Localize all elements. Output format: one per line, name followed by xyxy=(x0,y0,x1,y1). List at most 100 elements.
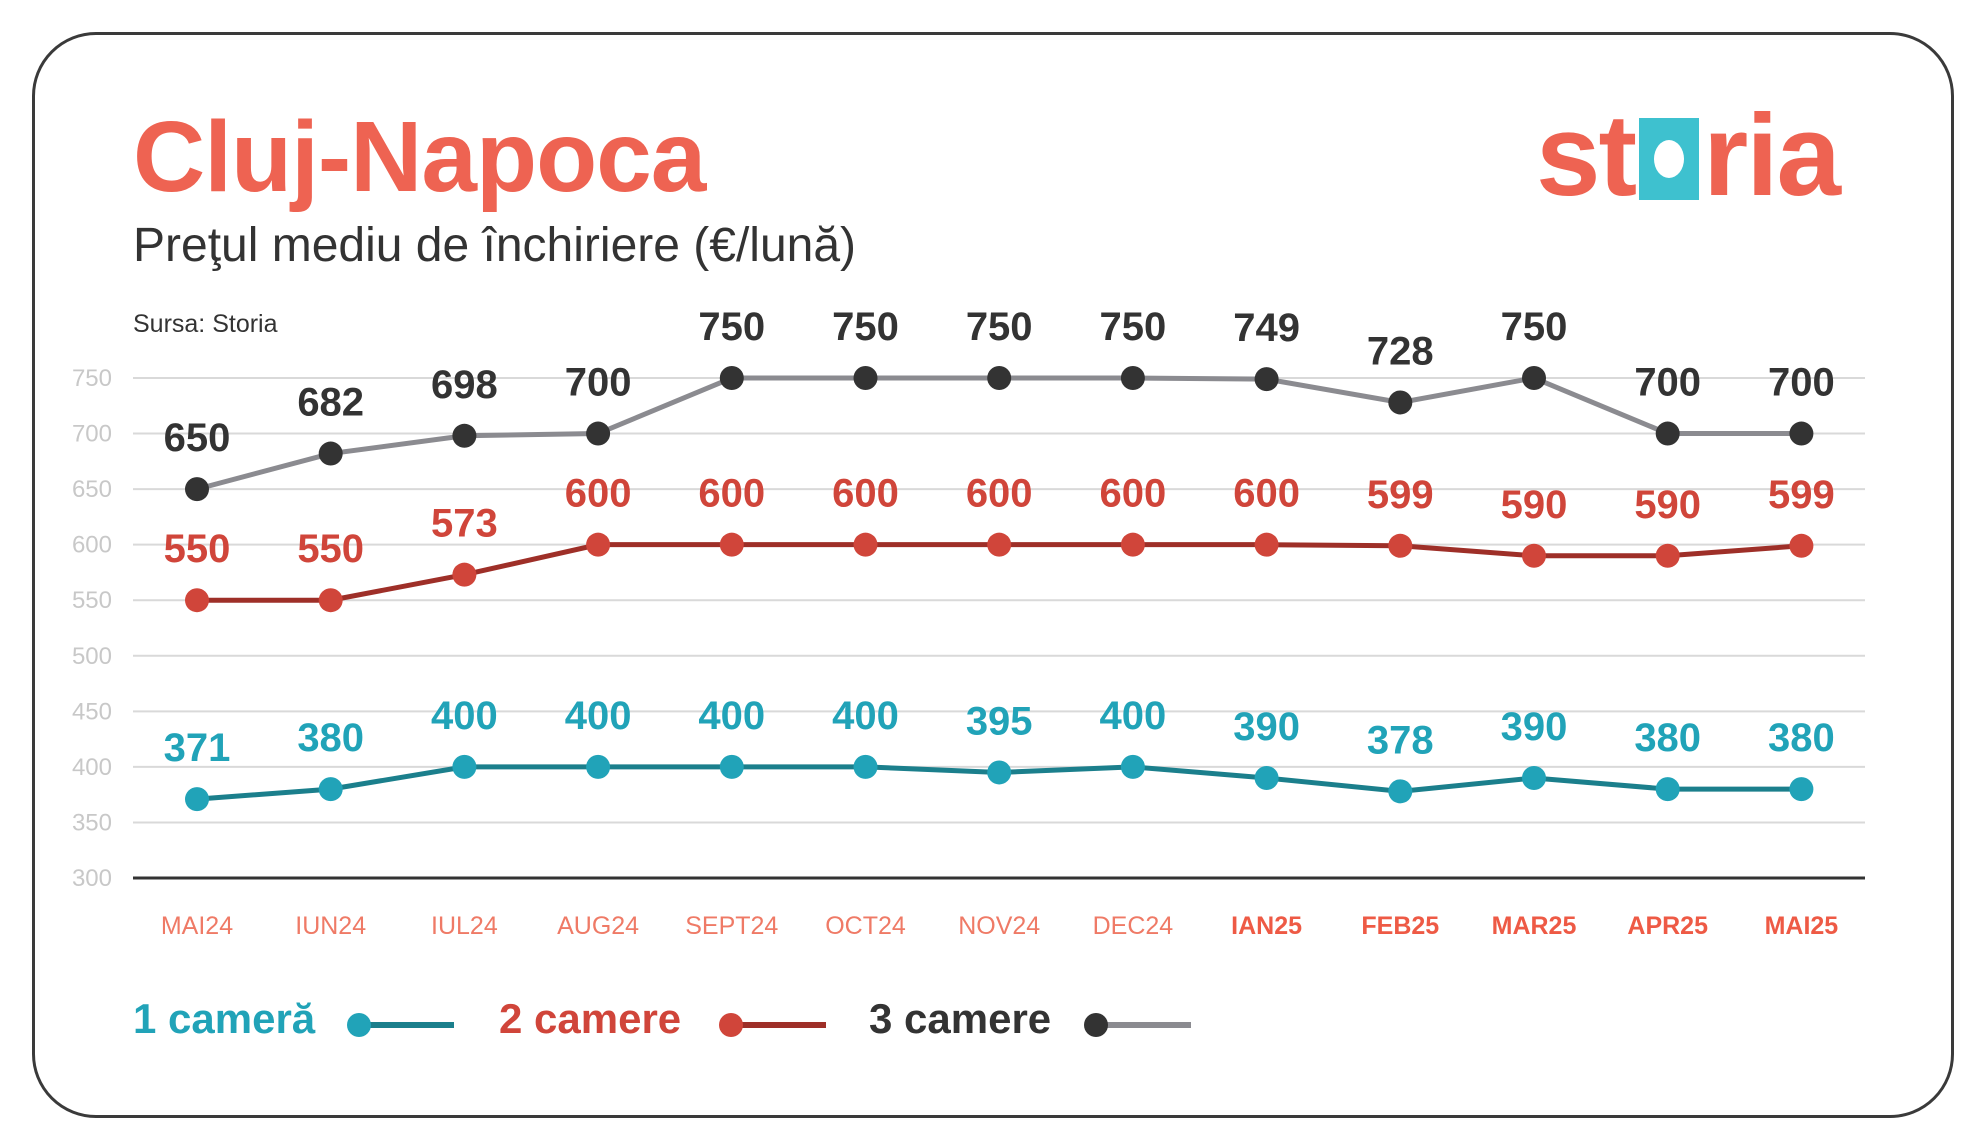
data-label: 590 xyxy=(1634,483,1701,527)
y-tick-label: 550 xyxy=(72,587,112,614)
legend-item-2-camere: 2 camere xyxy=(499,995,681,1043)
data-point xyxy=(586,421,611,446)
data-point xyxy=(318,777,343,802)
data-point xyxy=(853,754,878,779)
legend-item-1-camera: 1 cameră xyxy=(133,995,315,1043)
data-label: 380 xyxy=(1634,716,1701,760)
data-point xyxy=(452,423,477,448)
legend-label: 2 camere xyxy=(499,995,682,1042)
data-label: 395 xyxy=(966,699,1033,743)
data-label: 590 xyxy=(1501,483,1568,527)
data-label: 390 xyxy=(1233,705,1300,749)
x-tick-label: MAI25 xyxy=(1765,912,1839,940)
y-tick-label: 700 xyxy=(72,421,112,448)
data-point xyxy=(1789,533,1814,558)
data-point xyxy=(318,441,343,466)
data-label: 600 xyxy=(698,472,765,516)
source-note: Sursa: Storia xyxy=(133,310,278,338)
data-point xyxy=(185,588,209,613)
data-point xyxy=(185,787,209,812)
storia-logo: st ria xyxy=(1536,90,1841,220)
data-label: 599 xyxy=(1768,473,1835,517)
data-point xyxy=(1254,367,1279,392)
legend-label: 1 cameră xyxy=(133,995,316,1042)
data-point xyxy=(1120,366,1145,390)
data-label: 600 xyxy=(1100,472,1167,516)
x-tick-label: DEC24 xyxy=(1093,912,1174,940)
data-label: 700 xyxy=(1768,361,1835,405)
x-tick-label: IUL24 xyxy=(431,912,498,940)
data-point xyxy=(853,366,878,390)
data-point xyxy=(719,366,744,390)
data-label: 400 xyxy=(431,694,498,738)
legend-marker xyxy=(719,1013,743,1037)
data-label: 371 xyxy=(164,726,231,770)
y-tick-label: 300 xyxy=(72,865,112,892)
chart-subtitle: Preţul mediu de închiriere (€/lună) xyxy=(133,219,857,272)
data-point xyxy=(452,754,477,779)
data-label: 749 xyxy=(1233,306,1300,350)
data-point xyxy=(1388,779,1413,804)
y-tick-label: 600 xyxy=(72,532,112,559)
data-label: 550 xyxy=(297,527,364,571)
data-point xyxy=(586,754,611,779)
x-tick-label: SEPT24 xyxy=(685,912,778,940)
x-tick-label: MAI24 xyxy=(161,912,233,940)
data-label: 380 xyxy=(297,716,364,760)
data-label: 550 xyxy=(164,527,231,571)
data-point xyxy=(452,562,477,587)
x-tick-label: APR25 xyxy=(1627,912,1708,940)
data-label: 573 xyxy=(431,502,498,546)
data-point xyxy=(1655,543,1680,568)
y-tick-label: 350 xyxy=(72,809,112,836)
data-label: 378 xyxy=(1367,718,1434,762)
x-tick-label: IAN25 xyxy=(1231,912,1302,940)
data-point xyxy=(1120,754,1145,779)
x-tick-label: OCT24 xyxy=(825,912,906,940)
y-tick-label: 400 xyxy=(72,754,112,781)
data-point xyxy=(853,532,878,557)
data-label: 600 xyxy=(966,472,1033,516)
card-frame xyxy=(32,32,1954,1118)
data-label: 400 xyxy=(832,694,899,738)
data-point xyxy=(1254,532,1279,557)
legend-item-3-camere: 3 camere xyxy=(869,995,1051,1043)
data-label: 400 xyxy=(698,694,765,738)
x-tick-label: FEB25 xyxy=(1361,912,1439,940)
data-label: 750 xyxy=(698,305,765,349)
data-point xyxy=(318,588,343,613)
data-label: 600 xyxy=(565,472,632,516)
data-label: 400 xyxy=(565,694,632,738)
data-label: 600 xyxy=(1233,472,1300,516)
data-label: 698 xyxy=(431,363,498,407)
data-point xyxy=(1388,390,1413,415)
data-point xyxy=(586,532,611,557)
data-label: 750 xyxy=(966,305,1033,349)
x-tick-label: MAR25 xyxy=(1492,912,1577,940)
y-tick-label: 750 xyxy=(72,365,112,392)
data-point xyxy=(987,760,1012,785)
data-label: 700 xyxy=(565,361,632,405)
chart-title: Cluj-Napoca xyxy=(133,101,706,213)
data-point xyxy=(1655,777,1680,802)
data-point xyxy=(1789,777,1814,802)
data-label: 700 xyxy=(1634,361,1701,405)
data-point xyxy=(1655,421,1680,446)
x-tick-label: AUG24 xyxy=(557,912,639,940)
data-label: 750 xyxy=(1501,305,1568,349)
data-point xyxy=(1522,366,1546,390)
y-tick-label: 650 xyxy=(72,476,112,503)
y-tick-label: 450 xyxy=(72,698,112,725)
legend-marker xyxy=(1084,1013,1108,1037)
data-point xyxy=(1120,532,1145,557)
data-point xyxy=(1522,543,1546,568)
data-label: 400 xyxy=(1100,694,1167,738)
data-label: 750 xyxy=(1100,305,1167,349)
data-label: 600 xyxy=(832,472,899,516)
data-point xyxy=(1789,421,1814,446)
data-label: 390 xyxy=(1501,705,1568,749)
data-point xyxy=(1522,766,1546,790)
x-tick-label: NOV24 xyxy=(958,912,1040,940)
legend-label: 3 camere xyxy=(869,995,1052,1042)
data-point xyxy=(1388,533,1413,558)
